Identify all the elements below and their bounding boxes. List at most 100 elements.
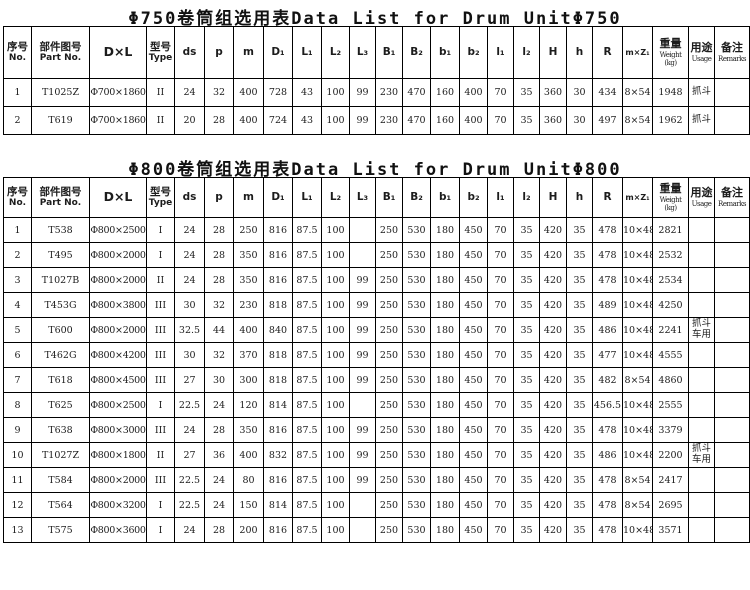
cell-ds: 24 bbox=[174, 217, 205, 243]
cell-r: 478 bbox=[592, 517, 623, 543]
cell-l1: 70 bbox=[487, 317, 514, 343]
cell-b2_cap: 530 bbox=[402, 467, 431, 493]
cell-part_no: T564 bbox=[31, 492, 90, 518]
cell-part_no: T625 bbox=[31, 392, 90, 418]
col-header-b1_cap: B₁ bbox=[375, 26, 403, 79]
cell-ds: 24 bbox=[174, 517, 205, 543]
cell-mxz: 10×48 bbox=[622, 217, 653, 243]
cell-r: 434 bbox=[592, 78, 623, 107]
cell-type: II bbox=[146, 78, 175, 107]
cell-type: III bbox=[146, 417, 175, 443]
cell-r: 489 bbox=[592, 292, 623, 318]
cell-m: 300 bbox=[233, 367, 264, 393]
col-header-l1: l₁ bbox=[487, 177, 514, 218]
header-row: 序号 No. 部件图号 Part No. D×L 型号 Type ds p m D₁ L₁ L₂ L₃ B₁… bbox=[3, 177, 750, 218]
cell-h: 35 bbox=[566, 517, 593, 543]
cell-b2: 450 bbox=[459, 242, 488, 268]
cell-h: 30 bbox=[566, 106, 593, 135]
cell-r: 456.5 bbox=[592, 392, 623, 418]
cell-remarks bbox=[714, 417, 750, 443]
cell-l2_cap: 100 bbox=[321, 106, 350, 135]
cell-d1: 724 bbox=[263, 106, 293, 135]
table-row: 9 T638 Φ800×3000 III 24 28 350 816 87.5 100 99 250 5… bbox=[3, 417, 750, 443]
cell-weight: 1948 bbox=[652, 78, 689, 107]
cell-weight: 2241 bbox=[652, 317, 689, 343]
cell-l1_cap: 87.5 bbox=[292, 242, 322, 268]
cell-l3_cap bbox=[349, 392, 376, 418]
cell-usage bbox=[688, 342, 715, 368]
cell-b1: 180 bbox=[430, 492, 460, 518]
col-header-main: H bbox=[548, 191, 558, 204]
col-header-l1_cap: L₁ bbox=[292, 26, 322, 79]
col-header-b1_cap: B₁ bbox=[375, 177, 403, 218]
col-header-ds: ds bbox=[174, 177, 205, 218]
cell-h_cap: 420 bbox=[539, 267, 567, 293]
cell-m: 350 bbox=[233, 267, 264, 293]
cell-b1: 180 bbox=[430, 292, 460, 318]
cell-l1: 70 bbox=[487, 392, 514, 418]
cell-dxl: Φ800×2000 bbox=[89, 467, 147, 493]
cell-l2: 35 bbox=[513, 317, 540, 343]
cell-usage bbox=[688, 417, 715, 443]
col-header-main: ds bbox=[182, 46, 197, 59]
table-row: 2 T495 Φ800×2000 I 24 28 350 816 87.5 100 250 530 18… bbox=[3, 242, 750, 268]
col-header-sub: Remarks bbox=[718, 54, 746, 63]
col-header-main: 重量 bbox=[659, 37, 682, 51]
col-header-sub: No. bbox=[8, 198, 27, 209]
cell-usage: 抓斗 车用 bbox=[688, 442, 715, 468]
cell-h: 35 bbox=[566, 292, 593, 318]
cell-l2_cap: 100 bbox=[321, 267, 350, 293]
cell-usage: 抓斗 bbox=[688, 106, 715, 135]
cell-weight: 3571 bbox=[652, 517, 689, 543]
cell-l1: 70 bbox=[487, 217, 514, 243]
col-header-main: m bbox=[243, 46, 254, 59]
col-header-sub: Usage bbox=[691, 54, 712, 63]
cell-weight: 3379 bbox=[652, 417, 689, 443]
col-header-main: b₂ bbox=[467, 46, 480, 59]
cell-l2_cap: 100 bbox=[321, 467, 350, 493]
cell-mxz: 10×48 bbox=[622, 342, 653, 368]
cell-ds: 32.5 bbox=[174, 317, 205, 343]
cell-no: 10 bbox=[3, 442, 32, 468]
cell-l1: 70 bbox=[487, 517, 514, 543]
cell-remarks bbox=[714, 317, 750, 343]
cell-mxz: 10×48 bbox=[622, 392, 653, 418]
cell-type: I bbox=[146, 392, 175, 418]
cell-usage bbox=[688, 242, 715, 268]
cell-type: III bbox=[146, 317, 175, 343]
cell-l2: 35 bbox=[513, 267, 540, 293]
col-header-l3_cap: L₃ bbox=[349, 177, 376, 218]
cell-l3_cap: 99 bbox=[349, 317, 376, 343]
cell-weight: 4555 bbox=[652, 342, 689, 368]
cell-h_cap: 420 bbox=[539, 292, 567, 318]
cell-b2_cap: 530 bbox=[402, 242, 431, 268]
cell-b1: 180 bbox=[430, 367, 460, 393]
cell-part_no: T453G bbox=[31, 292, 90, 318]
cell-b2_cap: 530 bbox=[402, 417, 431, 443]
cell-dxl: Φ700×1860 bbox=[89, 106, 147, 135]
cell-h: 35 bbox=[566, 217, 593, 243]
table-row: 2 T619 Φ700×1860 II 20 28 400 724 43 100 99 230 470 1… bbox=[3, 106, 750, 135]
cell-m: 80 bbox=[233, 467, 264, 493]
col-header-r: R bbox=[592, 177, 623, 218]
cell-d1: 818 bbox=[263, 292, 293, 318]
cell-l1: 70 bbox=[487, 367, 514, 393]
cell-b2: 450 bbox=[459, 417, 488, 443]
cell-h: 35 bbox=[566, 492, 593, 518]
col-header-main: 重量 bbox=[659, 182, 682, 196]
cell-l2_cap: 100 bbox=[321, 517, 350, 543]
cell-p: 32 bbox=[204, 78, 234, 107]
cell-l2_cap: 100 bbox=[321, 292, 350, 318]
cell-b1: 180 bbox=[430, 517, 460, 543]
cell-ds: 30 bbox=[174, 342, 205, 368]
cell-no: 1 bbox=[3, 217, 32, 243]
cell-p: 28 bbox=[204, 417, 234, 443]
cell-p: 30 bbox=[204, 367, 234, 393]
cell-m: 350 bbox=[233, 417, 264, 443]
col-header-main: D×L bbox=[103, 189, 133, 205]
col-header-main: 序号 bbox=[7, 186, 28, 199]
cell-b2_cap: 530 bbox=[402, 317, 431, 343]
col-header-remarks: 备注 Remarks bbox=[714, 177, 750, 218]
col-header-main: l₂ bbox=[522, 46, 531, 59]
